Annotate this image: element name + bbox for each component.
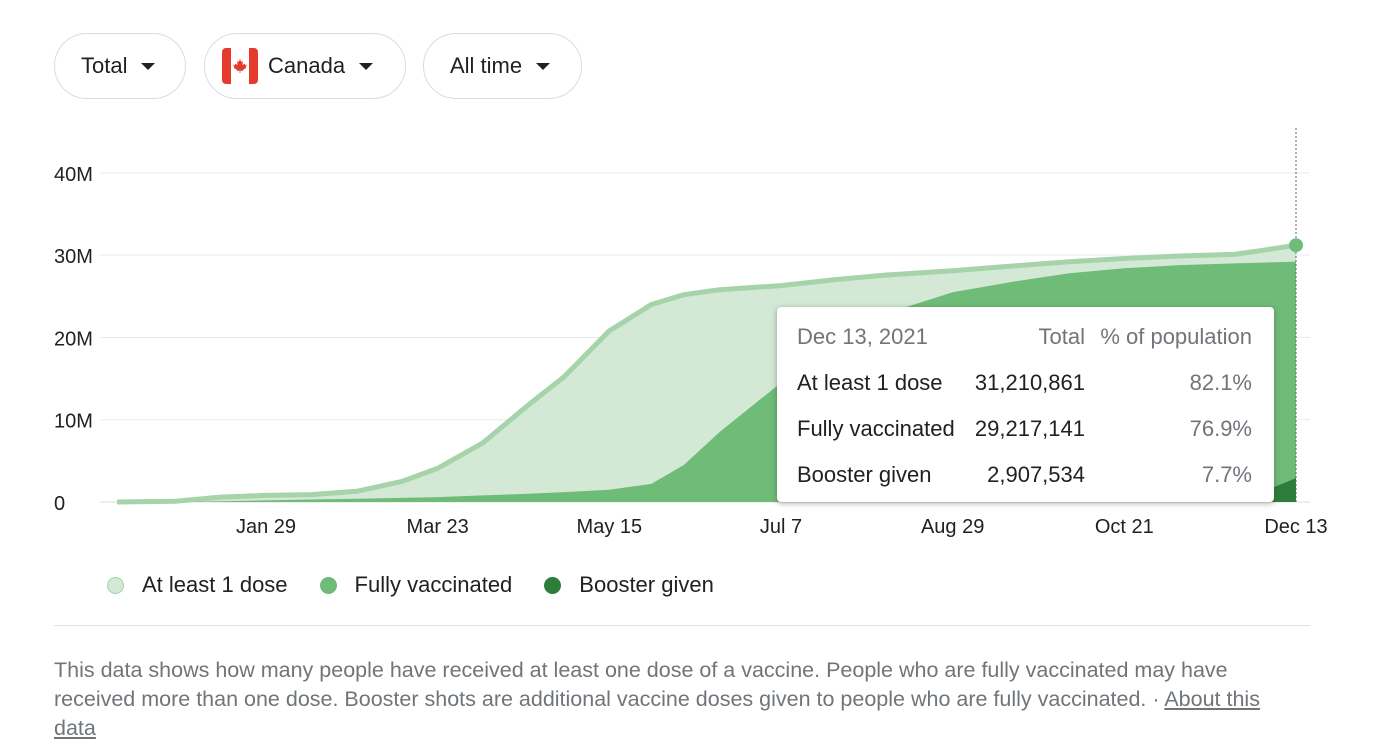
y-tick-label: 10M <box>54 411 93 433</box>
x-tick-label: Aug 29 <box>921 516 984 538</box>
section-divider <box>54 625 1310 626</box>
x-tick-label: May 15 <box>577 516 643 538</box>
hover-point <box>1289 238 1303 253</box>
dropdown-arrow-icon <box>141 62 156 70</box>
chart-legend: At least 1 dose Fully vaccinated Booster… <box>107 572 746 598</box>
legend-label: Fully vaccinated <box>354 572 513 597</box>
tooltip-row-label: At least 1 dose <box>797 370 943 395</box>
tooltip-total-header: Total <box>1038 324 1085 349</box>
tooltip-row-percent: 82.1% <box>1189 370 1252 395</box>
region-filter-label: Canada <box>268 53 346 78</box>
about-this-data-link[interactable]: About this data <box>54 687 1260 740</box>
x-tick-label: Jul 7 <box>760 516 802 538</box>
legend-label: At least 1 dose <box>142 572 288 597</box>
y-tick-label: 30M <box>54 246 93 268</box>
region-filter-dropdown[interactable]: Canada <box>204 33 406 99</box>
footnote-separator: · <box>1152 687 1160 711</box>
footnote-text: This data shows how many people have rec… <box>54 658 1228 711</box>
canada-flag-icon <box>222 48 258 84</box>
tooltip-row-percent: 7.7% <box>1201 462 1252 487</box>
y-tick-label: 0 <box>54 493 65 515</box>
legend-label: Booster given <box>579 572 714 597</box>
dropdown-arrow-icon <box>536 62 551 70</box>
tooltip-row-percent: 76.9% <box>1189 416 1252 441</box>
tooltip-row-label: Fully vaccinated <box>797 416 955 441</box>
x-tick-label: Mar 23 <box>407 516 469 538</box>
tooltip-row-total: 2,907,534 <box>987 462 1085 487</box>
x-tick-label: Dec 13 <box>1264 516 1327 538</box>
x-tick-label: Jan 29 <box>236 516 296 538</box>
legend-swatch-icon <box>319 576 337 594</box>
tooltip-row-total: 31,210,861 <box>974 370 1085 395</box>
tooltip-date: Dec 13, 2021 <box>797 324 928 349</box>
metric-filter-label: Total <box>81 53 128 78</box>
dropdown-arrow-icon <box>359 62 374 70</box>
metric-filter-dropdown[interactable]: Total <box>54 33 186 99</box>
legend-swatch-icon <box>544 576 562 594</box>
line-at-least-one-dose <box>116 242 1297 505</box>
y-tick-label: 20M <box>54 328 93 350</box>
x-tick-label: Oct 21 <box>1095 516 1154 538</box>
legend-item-fully-vaccinated[interactable]: Fully vaccinated <box>319 572 513 598</box>
tooltip-percent-header: % of population <box>1100 324 1252 349</box>
time-period-filter-label: All time <box>450 53 523 78</box>
y-tick-label: 40M <box>54 164 93 186</box>
data-footnote: This data shows how many people have rec… <box>54 656 1304 743</box>
legend-item-booster-given[interactable]: Booster given <box>544 572 714 598</box>
chart-hover-tooltip: Dec 13, 2021 Total % of population At le… <box>777 307 1274 502</box>
tooltip-row-total: 29,217,141 <box>974 416 1085 441</box>
legend-swatch-icon <box>107 576 124 594</box>
time-period-filter-dropdown[interactable]: All time <box>423 33 582 99</box>
legend-item-at-least-one-dose[interactable]: At least 1 dose <box>107 572 288 598</box>
tooltip-row-label: Booster given <box>797 462 932 487</box>
